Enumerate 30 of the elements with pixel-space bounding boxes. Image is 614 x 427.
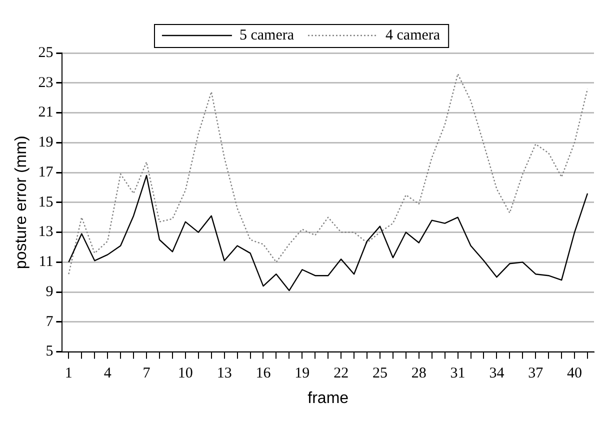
x-tick-label: 37 <box>528 366 544 382</box>
legend-label: 5 camera <box>239 27 294 44</box>
x-tick-label: 25 <box>372 366 388 382</box>
y-tick-label: 25 <box>38 44 54 61</box>
y-tick-label: 15 <box>38 194 54 210</box>
y-tick-label: 19 <box>38 134 54 151</box>
x-tick-label: 19 <box>294 366 310 382</box>
y-tick-label: 11 <box>38 254 54 270</box>
x-tick-label: 16 <box>256 366 272 382</box>
y-axis-title: posture error (mm) <box>13 136 30 270</box>
line-series <box>68 73 588 275</box>
y-tick-label: 17 <box>38 164 54 180</box>
y-tick-label: 23 <box>38 74 54 91</box>
x-tick-label: 10 <box>178 366 193 382</box>
x-axis-title: frame <box>308 390 349 407</box>
x-tick-label: 4 <box>104 366 112 382</box>
y-tick-label: 21 <box>38 104 54 121</box>
x-tick-label: 1 <box>64 366 72 382</box>
y-tick-label: 5 <box>46 344 54 360</box>
y-tick-label: 9 <box>46 284 54 300</box>
legend-label: 4 camera <box>386 27 440 44</box>
x-tick-label: 22 <box>334 366 349 382</box>
x-tick-label: 40 <box>567 366 582 382</box>
x-tick-label: 28 <box>411 366 426 382</box>
y-tick-label: 7 <box>46 314 54 330</box>
x-tick-label: 7 <box>142 366 151 382</box>
x-tick-label: 13 <box>216 366 232 382</box>
x-tick-label: 31 <box>450 366 466 382</box>
x-tick-label: 34 <box>489 366 505 382</box>
y-tick-label: 13 <box>38 224 54 240</box>
